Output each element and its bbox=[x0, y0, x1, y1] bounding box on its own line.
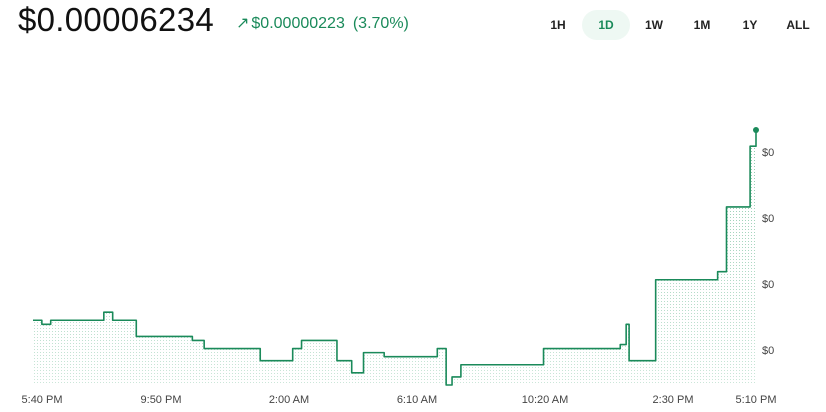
range-1m-button[interactable]: 1M bbox=[693, 18, 711, 32]
range-1d-button[interactable]: 1D bbox=[582, 10, 630, 40]
change-percent: (3.70%) bbox=[352, 15, 409, 32]
last-point-marker bbox=[753, 127, 759, 133]
y-tick-label: $0 bbox=[762, 345, 774, 357]
x-tick-label: 9:50 PM bbox=[141, 394, 182, 406]
current-price: $0.00006234 bbox=[18, 1, 214, 38]
x-tick-label: 10:20 AM bbox=[522, 394, 568, 406]
chart-area-fade bbox=[33, 130, 756, 385]
time-range-selector: 1H 1D 1W 1M 1Y ALL bbox=[534, 10, 822, 40]
change-value: $0.00000223 bbox=[251, 15, 345, 32]
y-tick-label: $0 bbox=[762, 279, 774, 291]
range-1w-button[interactable]: 1W bbox=[645, 18, 663, 32]
x-tick-label: 5:40 PM bbox=[22, 394, 63, 406]
x-tick-label: 2:00 AM bbox=[269, 394, 309, 406]
y-tick-label: $0 bbox=[762, 147, 774, 159]
x-tick-label: 2:30 PM bbox=[653, 394, 694, 406]
range-1h-button[interactable]: 1H bbox=[550, 18, 566, 32]
range-all-button[interactable]: ALL bbox=[786, 18, 810, 32]
x-tick-label: 5:10 PM bbox=[736, 394, 777, 406]
range-1y-button[interactable]: 1Y bbox=[742, 18, 758, 32]
x-tick-label: 6:10 AM bbox=[397, 394, 437, 406]
y-tick-label: $0 bbox=[762, 213, 774, 225]
price-line bbox=[33, 130, 757, 386]
price-change: ↗ $0.00000223 (3.70%) bbox=[236, 13, 409, 35]
trend-up-arrow-icon: ↗ bbox=[236, 15, 250, 32]
